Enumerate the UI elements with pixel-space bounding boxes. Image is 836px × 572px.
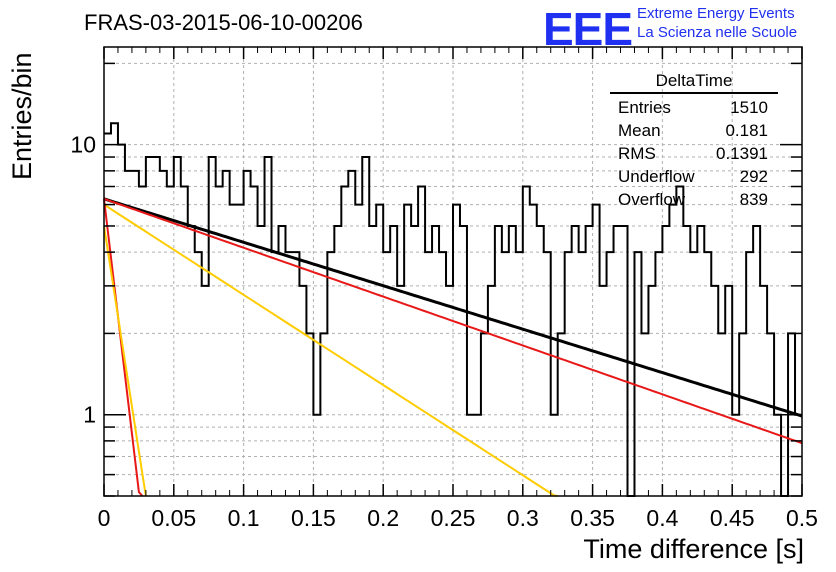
fit-curve-2 <box>103 203 558 497</box>
logo-line-1: Extreme Energy Events <box>637 5 795 22</box>
x-tick-label: 0.15 <box>291 505 336 531</box>
stats-row-overflow: Overflow 839 <box>610 188 778 211</box>
logo-line-2: La Scienza nelle Scuole <box>637 24 798 41</box>
x-tick-label: 0.35 <box>570 505 615 531</box>
stats-title: DeltaTime <box>610 70 778 94</box>
y-axis-label: Entries/bin <box>7 52 37 180</box>
chart-title: FRAS-03-2015-06-10-00206 <box>84 10 363 35</box>
stats-row-underflow: Underflow 292 <box>610 165 778 188</box>
stats-row-entries: Entries 1510 <box>610 96 778 119</box>
x-axis-label: Time difference [s] <box>583 534 804 564</box>
fit-curve-0 <box>103 197 803 418</box>
stats-key: Entries <box>618 98 671 117</box>
stats-value: 1510 <box>730 98 768 117</box>
x-tick-label: 0.3 <box>507 505 539 531</box>
stats-value: 839 <box>739 190 768 209</box>
x-tick-label: 0.45 <box>710 505 755 531</box>
x-tick-label: 0.25 <box>431 505 476 531</box>
x-tick-label: 0.5 <box>786 505 818 531</box>
fit-curve-4 <box>103 225 147 497</box>
stats-value: 292 <box>739 167 768 186</box>
stats-row-rms: RMS 0.1391 <box>610 142 778 165</box>
eee-logo: EEE <box>543 3 633 55</box>
x-tick-label: 0.05 <box>151 505 196 531</box>
x-tick-label: 0.4 <box>646 505 678 531</box>
x-tick-label: 0.2 <box>367 505 399 531</box>
stats-key: RMS <box>618 144 656 163</box>
x-tick-label: 0.1 <box>228 505 260 531</box>
fit-curve-1 <box>103 197 803 445</box>
stats-key: Underflow <box>618 167 695 186</box>
stats-value: 0.181 <box>725 121 768 140</box>
stats-box: DeltaTime Entries 1510 Mean 0.181 RMS 0.139… <box>610 70 778 211</box>
x-tick-label: 0 <box>98 505 111 531</box>
histogram-series <box>104 122 802 497</box>
stats-key: Mean <box>618 121 661 140</box>
y-tick-label: 1 <box>83 402 96 428</box>
stats-row-mean: Mean 0.181 <box>610 119 778 142</box>
stats-value: 0.1391 <box>716 144 768 163</box>
y-tick-label: 10 <box>70 132 96 158</box>
stats-key: Overflow <box>618 190 686 209</box>
